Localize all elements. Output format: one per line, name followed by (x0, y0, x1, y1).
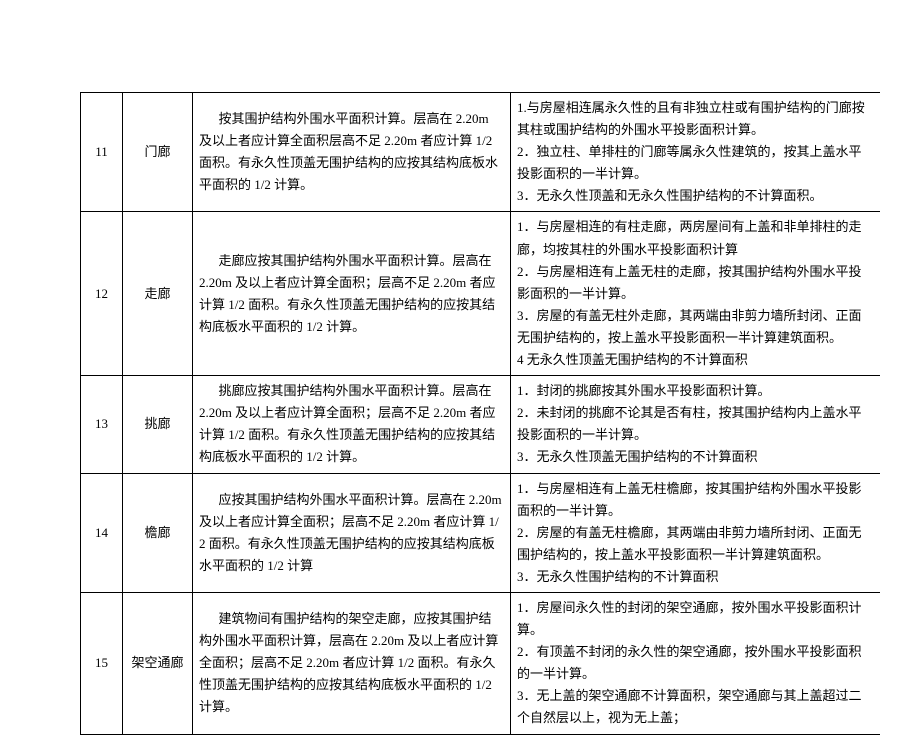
row-name: 走廊 (123, 212, 193, 376)
table-row: 14 檐廊 应按其围护结构外围水平面积计算。层高在 2.20m 及以上者应计算全… (81, 473, 881, 592)
row-notes: 1．与房屋相连的有柱走廊，两房屋间有上盖和非单排柱的走廊，均按其柱的外围水平投影… (511, 212, 881, 376)
table-row: 11 门廊 按其围护结构外围水平面积计算。层高在 2.20m 及以上者应计算全面… (81, 93, 881, 212)
document-page: 11 门廊 按其围护结构外围水平面积计算。层高在 2.20m 及以上者应计算全面… (0, 0, 920, 651)
row-notes: 1.与房屋相连属永久性的且有非独立柱或有围护结构的门廊按其柱或围护结构的外围水平… (511, 93, 881, 212)
row-name: 架空通廊 (123, 592, 193, 734)
table-row: 13 挑廊 挑廊应按其围护结构外围水平面积计算。层高在 2.20m 及以上者应计… (81, 376, 881, 473)
row-name: 挑廊 (123, 376, 193, 473)
row-desc: 走廊应按其围护结构外围水平面积计算。层高在 2.20m 及以上者应计算全面积；层… (193, 212, 511, 376)
row-desc: 建筑物间有围护结构的架空走廊，应按其围护结构外围水平面积计算，层高在 2.20m… (193, 592, 511, 734)
rules-table: 11 门廊 按其围护结构外围水平面积计算。层高在 2.20m 及以上者应计算全面… (80, 92, 880, 735)
row-notes: 1．房屋间永久性的封闭的架空通廊，按外围水平投影面积计算。2．有顶盖不封闭的永久… (511, 592, 881, 734)
row-number: 12 (81, 212, 123, 376)
row-number: 15 (81, 592, 123, 734)
row-desc: 按其围护结构外围水平面积计算。层高在 2.20m 及以上者应计算全面积层高不足 … (193, 93, 511, 212)
row-desc: 应按其围护结构外围水平面积计算。层高在 2.20m 及以上者应计算全面积；层高不… (193, 473, 511, 592)
table-row: 12 走廊 走廊应按其围护结构外围水平面积计算。层高在 2.20m 及以上者应计… (81, 212, 881, 376)
row-notes: 1．与房屋相连有上盖无柱檐廊，按其围护结构外围水平投影面积的一半计算。2．房屋的… (511, 473, 881, 592)
row-name: 门廊 (123, 93, 193, 212)
row-desc: 挑廊应按其围护结构外围水平面积计算。层高在 2.20m 及以上者应计算全面积；层… (193, 376, 511, 473)
row-name: 檐廊 (123, 473, 193, 592)
row-number: 14 (81, 473, 123, 592)
table-row: 15 架空通廊 建筑物间有围护结构的架空走廊，应按其围护结构外围水平面积计算，层… (81, 592, 881, 734)
row-notes: 1．封闭的挑廊按其外围水平投影面积计算。2．未封闭的挑廊不论其是否有柱，按其围护… (511, 376, 881, 473)
row-number: 13 (81, 376, 123, 473)
row-number: 11 (81, 93, 123, 212)
